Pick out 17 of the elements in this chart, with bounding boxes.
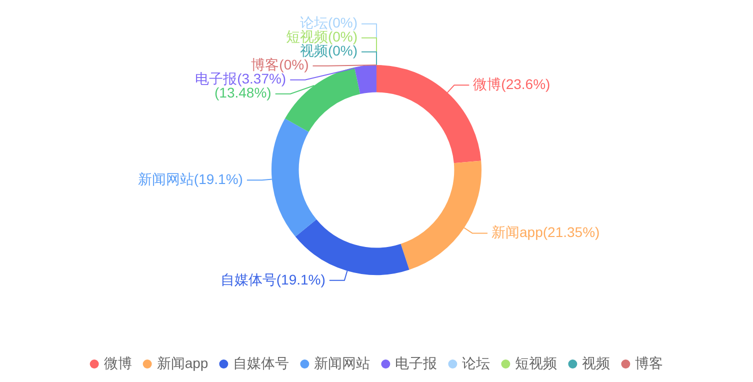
legend-label: 微博 bbox=[104, 354, 132, 371]
data-label: 新闻app(21.35%) bbox=[492, 224, 600, 240]
legend-label: 新闻app bbox=[156, 354, 208, 371]
legend-label: 电子报 bbox=[395, 354, 438, 371]
legend-label: 短视频 bbox=[515, 354, 558, 371]
text: 论坛(0%) bbox=[300, 14, 358, 31]
legend-label: 博客 bbox=[635, 354, 664, 371]
text: 博客(0%) bbox=[251, 56, 309, 73]
legend-label: 新闻网站 bbox=[314, 354, 370, 371]
data-label: 微博(23.6%) bbox=[473, 76, 550, 92]
data-label: 新闻网站(19.1%) bbox=[138, 170, 243, 187]
data-label: 自媒体号(19.1%) bbox=[220, 271, 326, 288]
legend-label: 论坛 bbox=[462, 354, 490, 371]
legend-label: 视频 bbox=[582, 354, 610, 371]
legend-label: 自媒体号 bbox=[233, 354, 290, 371]
data-label: (13.48%) bbox=[214, 84, 272, 101]
data-label: 电子报(3.37%) bbox=[195, 70, 286, 87]
